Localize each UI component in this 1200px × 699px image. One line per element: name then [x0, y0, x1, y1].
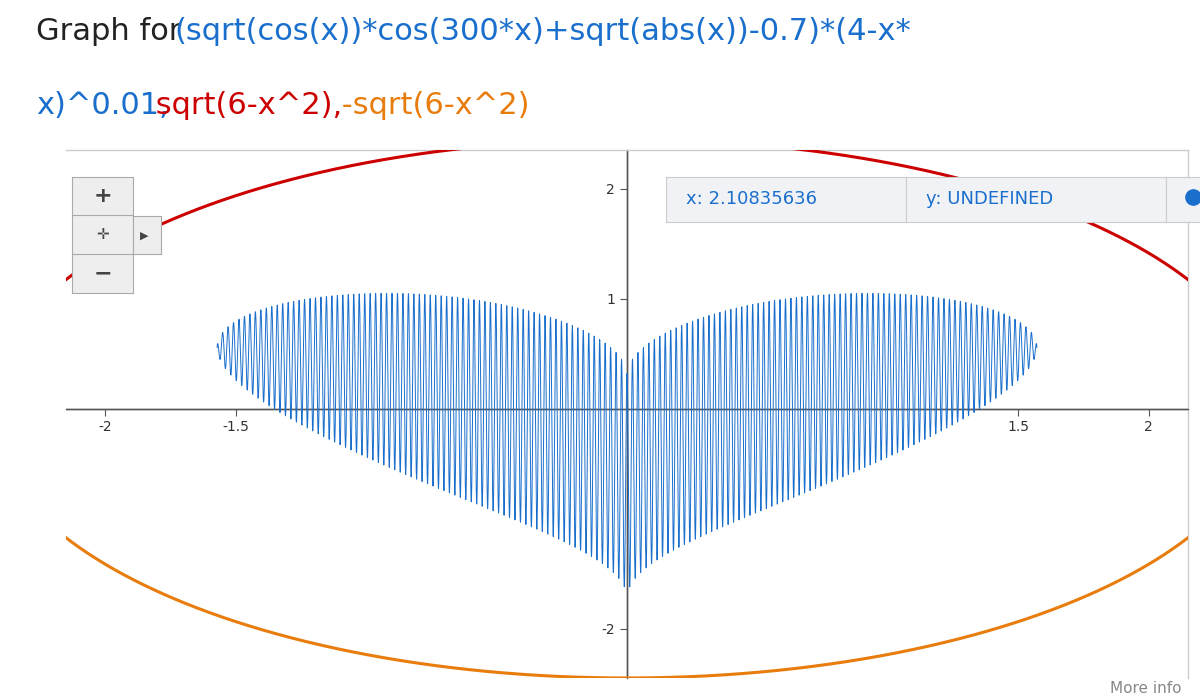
- Text: Graph for: Graph for: [36, 17, 191, 46]
- Text: sqrt(6-x^2),: sqrt(6-x^2),: [146, 91, 343, 120]
- Text: ▶: ▶: [140, 230, 149, 240]
- Text: −: −: [94, 264, 112, 283]
- Text: (sqrt(cos(x))*cos(300*x)+sqrt(abs(x))-0.7)*(4-x*: (sqrt(cos(x))*cos(300*x)+sqrt(abs(x))-0.…: [174, 17, 911, 46]
- Text: y: UNDEFINED: y: UNDEFINED: [926, 190, 1054, 208]
- Text: +: +: [94, 186, 112, 206]
- Text: x: 2.10835636: x: 2.10835636: [686, 190, 817, 208]
- Text: x)^0.01,: x)^0.01,: [36, 91, 169, 120]
- Text: More info: More info: [1110, 681, 1182, 696]
- Text: ✛: ✛: [96, 227, 109, 243]
- Text: -sqrt(6-x^2): -sqrt(6-x^2): [332, 91, 530, 120]
